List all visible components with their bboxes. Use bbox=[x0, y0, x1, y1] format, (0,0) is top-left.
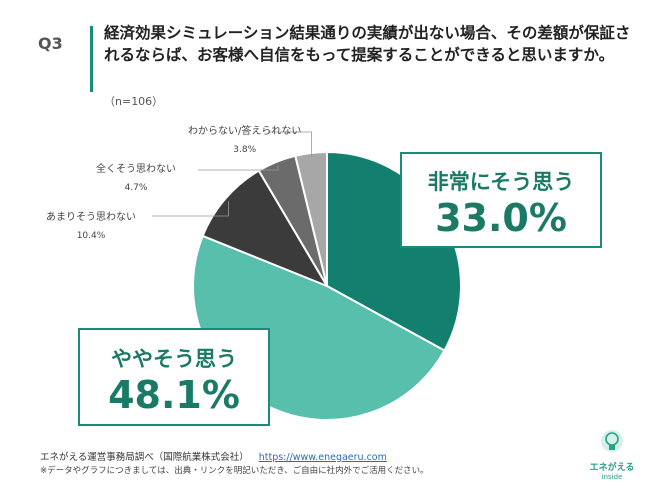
callout-somewhat-agree: ややそう思う 48.1% bbox=[78, 328, 270, 426]
label-not-really-pct: 10.4% bbox=[76, 231, 106, 241]
logo-subtext: inside bbox=[601, 473, 623, 481]
label-dont-know: わからない/答えられない 3.8% bbox=[188, 122, 301, 155]
slice-not-really bbox=[201, 169, 330, 289]
callout-strongly-agree-label: 非常にそう思う bbox=[427, 170, 575, 194]
enegaeru-logo: エネがえる inside bbox=[584, 428, 640, 481]
leader-not-really bbox=[152, 201, 229, 217]
source-link[interactable]: https://www.enegaeru.com bbox=[258, 452, 387, 463]
label-not-at-all: 全くそう思わない 4.7% bbox=[96, 160, 176, 193]
callout-strongly-agree: 非常にそう思う 33.0% bbox=[400, 152, 602, 248]
callout-somewhat-agree-label: ややそう思う bbox=[111, 347, 237, 371]
slice-dont-know bbox=[294, 150, 328, 287]
footer-source: エネがえる運営事務局調べ（国際航業株式会社） https://www.enegae… bbox=[40, 449, 387, 463]
source-text: エネがえる運営事務局調べ（国際航業株式会社） bbox=[40, 452, 249, 463]
callout-strongly-agree-value: 33.0% bbox=[435, 196, 567, 240]
label-not-really-text: あまりそう思わない bbox=[46, 212, 136, 223]
logo-text: エネがえる bbox=[589, 463, 635, 473]
label-dont-know-text: わからない/答えられない bbox=[188, 126, 302, 137]
sample-size: （n=106） bbox=[104, 95, 164, 108]
question-accent-bar bbox=[90, 26, 93, 92]
question-text: 経済効果シミュレーション結果通りの実績が出ない場合、その差額が保証されるならば、… bbox=[104, 24, 631, 64]
label-not-at-all-text: 全くそう思わない bbox=[96, 164, 176, 175]
callout-somewhat-agree-value: 48.1% bbox=[108, 373, 240, 417]
footer-note: ※データやグラフにつきましては、出典・リンクを明記いただき、ご自由に社内外でご活… bbox=[40, 466, 429, 476]
label-dont-know-pct: 3.8% bbox=[233, 145, 257, 155]
label-not-at-all-pct: 4.7% bbox=[124, 183, 148, 193]
leader-dont-know bbox=[268, 131, 312, 157]
question-number: Q3 bbox=[38, 34, 63, 53]
label-not-really: あまりそう思わない 10.4% bbox=[46, 208, 136, 241]
lightbulb-icon bbox=[601, 430, 623, 452]
leader-not-at-all bbox=[198, 165, 279, 171]
